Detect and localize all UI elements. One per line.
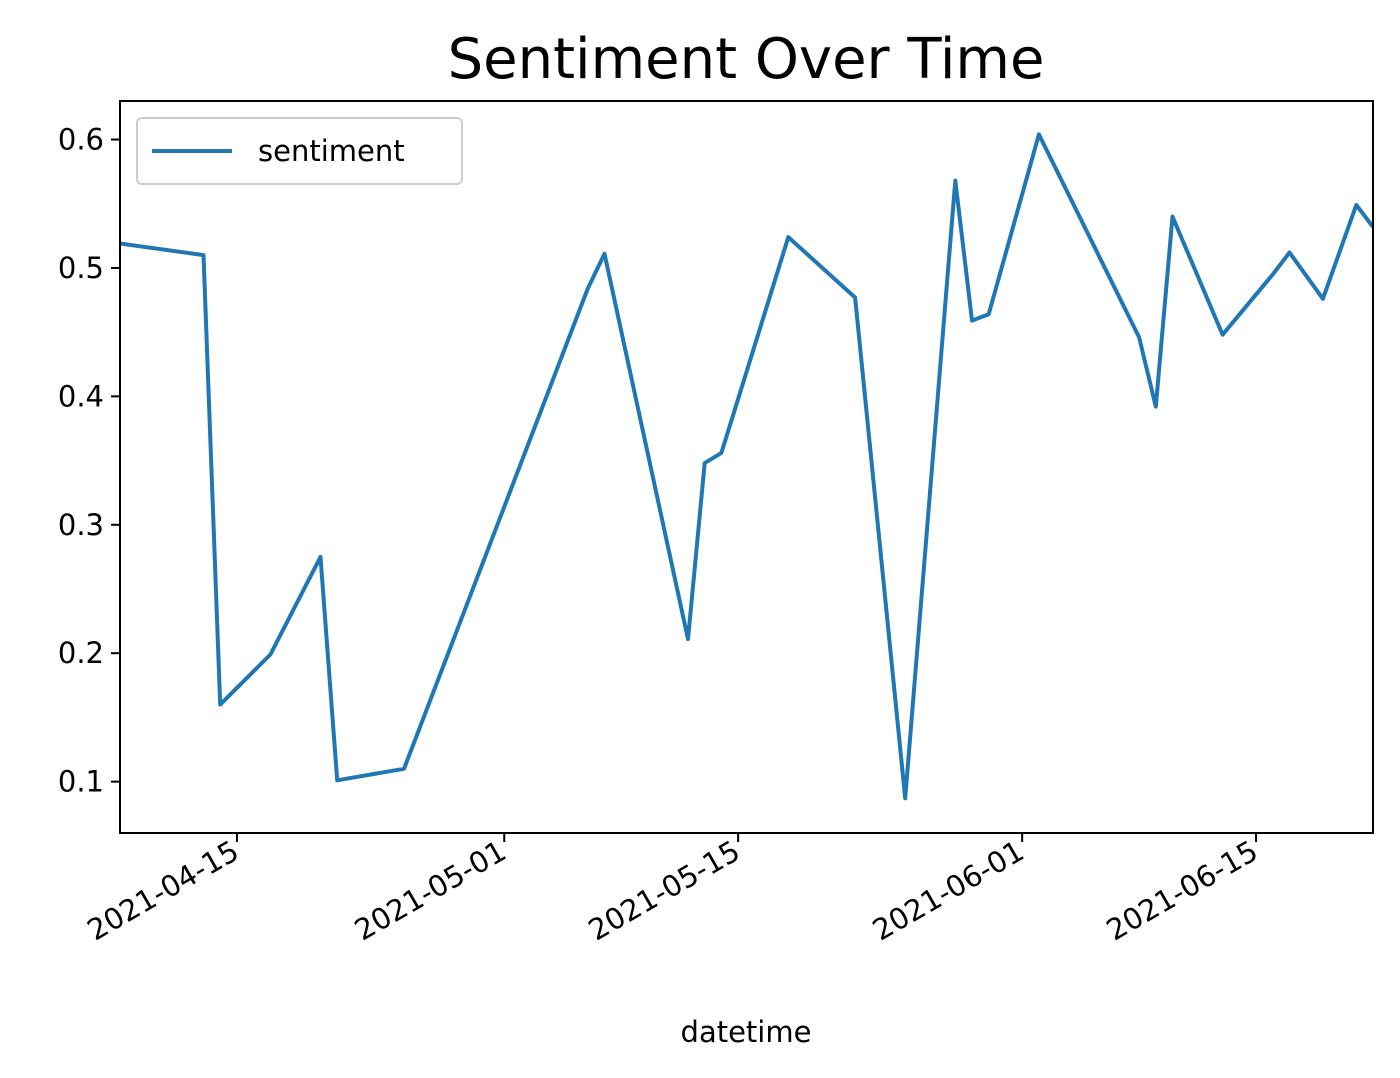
legend: sentiment (136, 117, 463, 185)
chart-title: Sentiment Over Time (448, 27, 1045, 92)
legend-box (136, 117, 463, 185)
x-tick-label: 2021-06-01 (867, 834, 1030, 948)
y-tick-label: 0.6 (58, 123, 104, 157)
x-tick-label: 2021-04-15 (81, 834, 244, 948)
y-tick-label: 0.4 (58, 379, 104, 413)
x-axis: 2021-04-15 2021-05-01 2021-05-15 2021-06-01… (81, 833, 1264, 948)
legend-label: sentiment (258, 134, 405, 168)
y-axis: 0.1 0.2 0.3 0.4 0.5 0.6 (58, 123, 120, 799)
x-axis-label: datetime (681, 1015, 812, 1049)
y-tick-label: 0.2 (58, 636, 104, 670)
x-tick-label: 2021-05-01 (349, 834, 512, 948)
plot-frame (119, 100, 1374, 834)
series-line-sentiment (120, 132, 1373, 801)
plot-area (120, 132, 1373, 801)
y-tick-label: 0.1 (58, 765, 104, 799)
y-tick-label: 0.5 (58, 251, 104, 285)
x-tick-label: 2021-05-15 (583, 834, 746, 948)
y-tick-label: 0.3 (58, 508, 104, 542)
x-tick-label: 2021-06-15 (1101, 834, 1264, 948)
